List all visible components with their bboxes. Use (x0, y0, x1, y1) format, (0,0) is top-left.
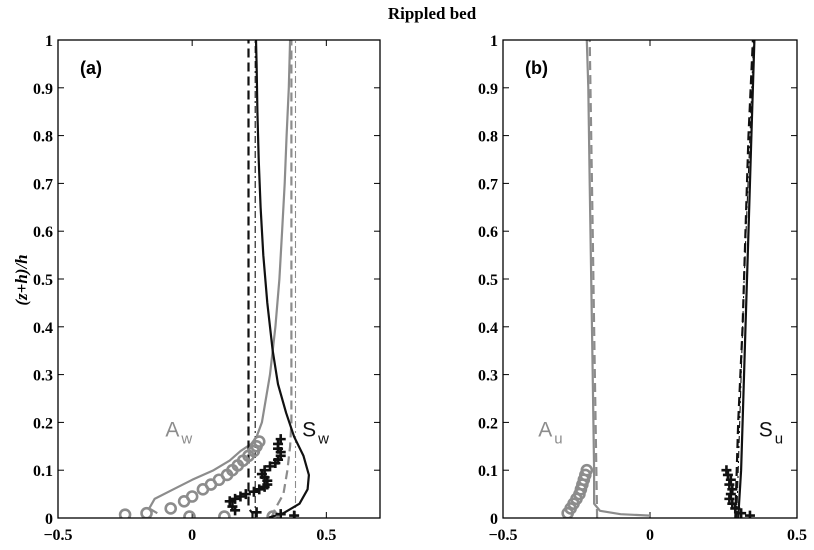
data-point-plus (259, 465, 270, 476)
y-tick-label: 0.3 (33, 368, 53, 385)
y-tick-label: 0.5 (33, 272, 53, 289)
y-tick-label: 0 (490, 511, 498, 528)
y-tick-label: 0.8 (478, 129, 498, 146)
series-gray-dashed (270, 40, 293, 518)
series-gray-solid (585, 40, 651, 517)
data-point-circle (252, 435, 266, 448)
y-tick-label: 0.2 (478, 415, 498, 432)
data-point-circle (164, 502, 177, 515)
panel-a: 00.10.20.30.40.50.60.70.80.91−0.5 0 0.5(a)… (33, 33, 381, 544)
y-tick-label: 0.4 (478, 320, 498, 337)
data-point-plus (224, 496, 235, 507)
data-point-plus (251, 507, 262, 518)
y-tick-label: 0.1 (478, 463, 498, 480)
y-tick-label: 0.9 (478, 81, 498, 98)
y-tick-label: 0 (45, 511, 53, 528)
data-point-plus (264, 461, 275, 472)
series-black-dashed (247, 40, 254, 518)
y-tick-label: 0.3 (478, 368, 498, 385)
data-point-plus (722, 469, 733, 480)
data-point-plus (248, 486, 259, 497)
data-point-plus (289, 510, 300, 518)
curve-label: S (302, 419, 316, 442)
panel-label: (a) (80, 58, 102, 78)
y-tick-label: 0.6 (33, 224, 53, 241)
plot-frame (57, 39, 381, 519)
data-point-plus (240, 489, 251, 500)
data-point-circle (183, 510, 196, 518)
y-tick-label: 0.5 (478, 272, 498, 289)
curve-label-subscript: w (317, 431, 329, 448)
y-tick-label: 0.8 (33, 129, 53, 146)
series-black-dashdot (736, 40, 755, 518)
data-point-plus (724, 479, 735, 490)
y-tick-label: 0.9 (33, 81, 53, 98)
x-tick-label: −0.5 (488, 527, 517, 544)
x-tick-label: 0 (188, 527, 196, 544)
data-layer (561, 40, 756, 518)
y-tick-label: 0.4 (33, 320, 53, 337)
x-tick-label: −0.5 (43, 527, 72, 544)
panel-label: (b) (525, 58, 548, 78)
data-point-plus (724, 493, 735, 504)
data-point-circle (118, 508, 132, 518)
y-tick-label: 1 (490, 33, 498, 50)
plot-area: 00.10.20.30.40.50.60.70.80.91−0.5 0 0.5(a)… (33, 33, 807, 544)
data-point-circle (218, 510, 231, 518)
data-point-circle (185, 490, 199, 503)
series-black-solid (254, 40, 310, 518)
data-point-plus (235, 491, 246, 502)
data-point-circle (140, 506, 153, 518)
data-point-plus (721, 465, 732, 476)
curve-label: A (165, 419, 179, 442)
data-point-circle (580, 463, 594, 477)
data-layer (118, 40, 310, 518)
curve-label-subscript: w (180, 431, 192, 448)
data-point-plus (227, 501, 238, 512)
x-tick-label: 0 (646, 527, 654, 544)
data-point-plus (254, 484, 265, 495)
x-tick-label: 0.5 (316, 527, 336, 544)
data-point-plus (725, 489, 736, 500)
y-tick-label: 0.2 (33, 415, 53, 432)
y-tick-label: 1 (45, 33, 53, 50)
series-gray-solid (148, 40, 292, 515)
data-point-plus (744, 510, 755, 518)
y-axis-label: (z+h)/h (12, 254, 31, 305)
x-tick-label: 0.5 (787, 527, 807, 544)
curve-label: A (538, 419, 552, 442)
data-point-plus (230, 493, 241, 504)
curve-label-subscript: u (775, 431, 783, 448)
y-tick-label: 0.7 (33, 176, 53, 193)
curve-label-subscript: u (554, 431, 562, 448)
series-gray-dashed (588, 40, 599, 518)
y-tick-label: 0.1 (33, 463, 53, 480)
y-tick-label: 0.7 (478, 176, 498, 193)
panel-b: 00.10.20.30.40.50.60.70.80.91−0.5 0 0.5(b)… (478, 33, 807, 544)
series-black-dashed (734, 40, 754, 518)
figure-title: Rippled bed (388, 4, 477, 23)
curve-label: S (759, 419, 773, 442)
series-black-solid (737, 40, 756, 518)
data-point-plus (275, 434, 286, 445)
plot-frame (502, 39, 798, 519)
data-point-circle (266, 510, 279, 518)
y-tick-label: 0.6 (478, 224, 498, 241)
data-point-plus (736, 508, 747, 518)
